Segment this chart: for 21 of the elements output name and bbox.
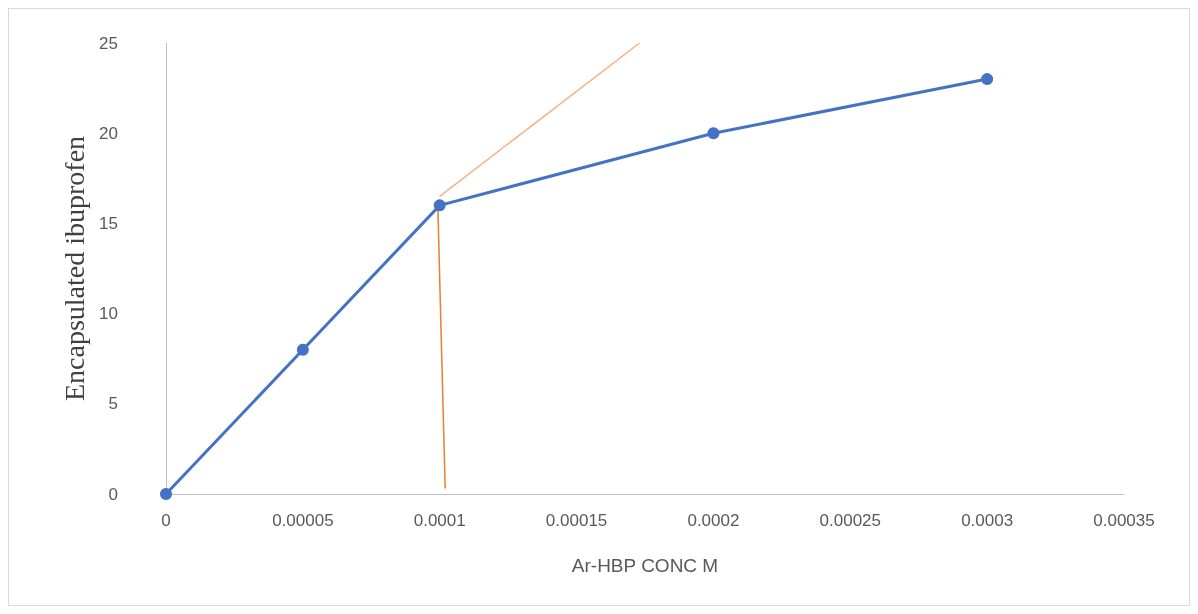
y-tick-label: 25	[99, 33, 118, 53]
x-axis-title: Ar-HBP CONC M	[571, 555, 719, 576]
point	[296, 343, 309, 356]
x-tick-label: 0.00025	[819, 511, 882, 530]
y-tick-label: 0	[108, 484, 118, 504]
y-tick-label: 15	[99, 213, 118, 233]
y-axis-title: Encapsulated ibuprofen	[58, 135, 90, 402]
x-tick-label: 0.0002	[687, 511, 740, 530]
point	[433, 199, 446, 212]
x-tick-label: 0.0003	[961, 511, 1014, 530]
x-tick-label: 0.00035	[1093, 511, 1155, 530]
y-tick-label: 10	[99, 304, 118, 324]
x-tick-label: 0.00015	[545, 511, 608, 530]
x-tick-label: 0	[161, 511, 171, 530]
x-tick-label: 0.0001	[413, 511, 466, 530]
point	[160, 488, 172, 500]
point	[707, 127, 720, 140]
y-tick-label: 20	[99, 123, 118, 143]
x-tick-label: 0.00005	[272, 511, 334, 530]
point	[981, 73, 994, 86]
y-tick-label: 5	[108, 394, 118, 414]
